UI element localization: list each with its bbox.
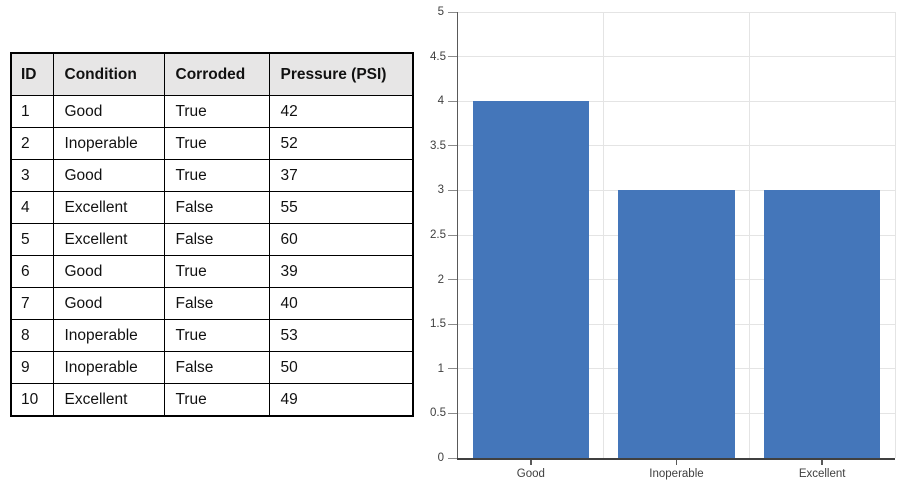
table-cell: 8 [10,319,54,352]
y-axis-tick [448,234,458,236]
table-cell: 52 [268,127,414,160]
y-axis-tick [448,100,458,102]
table-cell: True [163,255,270,288]
y-axis-tick-label: 0.5 [430,407,446,420]
table-cell: True [163,127,270,160]
horizontal-gridline [458,56,895,58]
table-row: 9 Inoperable False 50 [10,351,414,384]
table-cell: 3 [10,159,54,192]
table-cell: 2 [10,127,54,160]
table-row: 3 Good True 37 [10,159,414,192]
table-cell: 49 [268,383,414,417]
table-row: 8 Inoperable True 53 [10,319,414,352]
table-cell: 37 [268,159,414,192]
y-axis-tick-label: 0 [437,452,444,464]
horizontal-gridline [458,145,895,147]
table-cell: Good [52,287,165,320]
table-cell: 6 [10,255,54,288]
table-cell: 42 [268,95,414,128]
table-cell: 10 [10,383,54,417]
table-cell: Inoperable [52,319,165,352]
table-cell: Good [52,159,165,192]
table-row: 4 Excellent False 55 [10,191,414,224]
table-cell: Inoperable [52,127,165,160]
table-cell: 1 [10,95,54,128]
table-cell: Excellent [52,223,165,256]
table-cell: Excellent [52,191,165,224]
table-cell: True [163,383,270,417]
table-cell: 60 [268,223,414,256]
column-header-id: ID [10,52,54,96]
y-axis-tick [448,11,458,13]
table-row: 7 Good False 40 [10,287,414,320]
x-axis-tick [821,460,823,465]
table-cell: True [163,95,270,128]
table-cell: 53 [268,319,414,352]
table-cell: False [163,191,270,224]
y-axis-tick-label: 4 [437,95,444,108]
y-axis-tick-label: 3 [437,184,444,197]
y-axis-tick [448,368,458,370]
table-cell: 4 [10,191,54,224]
bar-inoperable [618,190,735,458]
y-axis-tick-label: 2.5 [430,229,446,241]
bar-excellent [763,190,881,458]
table-cell: True [163,159,270,192]
table-cell: Good [52,255,165,288]
vertical-gridline [603,12,605,458]
y-axis-tick [448,323,458,325]
table-cell: Good [52,95,165,128]
table-cell: True [163,319,270,352]
column-header-corroded: Corroded [163,52,270,96]
y-axis-tick [448,189,458,191]
table-row: 6 Good True 39 [10,255,414,288]
x-axis-tick [530,460,532,465]
pipe-data-table-container: ID Condition Corroded Pressure (PSI) 1 Good T… [10,52,414,417]
pipe-data-table: ID Condition Corroded Pressure (PSI) 1 Good T… [10,52,414,417]
column-header-pressure-psi: Pressure (PSI) [268,52,414,96]
table-cell: 50 [268,351,414,384]
horizontal-gridline [458,100,895,102]
table-cell: 39 [268,255,414,288]
y-axis-tick [448,145,458,147]
table-row: 2 Inoperable True 52 [10,127,414,160]
vertical-gridline [894,12,896,458]
y-axis-tick-label: 2 [437,273,444,286]
table-cell: 40 [268,287,414,320]
y-axis-tick-label: 1.5 [430,318,446,331]
x-axis-line [456,458,895,460]
y-axis-tick-label: 5 [437,6,444,18]
y-axis-tick [448,56,458,58]
y-axis-tick-label: 4.5 [430,50,446,63]
table-cell: False [163,223,270,256]
bar-good [472,101,590,458]
column-header-condition: Condition [52,52,165,96]
table-cell: 7 [10,287,54,320]
table-cell: False [163,287,270,320]
vertical-gridline [748,12,750,458]
table-row: 1 Good True 42 [10,95,414,128]
table-cell: 5 [10,223,54,256]
x-axis-category-label: Good [516,468,545,480]
table-cell: 55 [268,191,414,224]
table-cell: 9 [10,351,54,384]
x-axis-tick [675,460,678,465]
y-axis-tick-label: 1 [437,362,444,375]
y-axis-tick-label: 3.5 [430,139,446,152]
x-axis-category-label: Inoperable [649,468,704,480]
table-cell: Excellent [52,383,165,417]
table-header-row: ID Condition Corroded Pressure (PSI) [10,52,414,96]
table-row: 5 Excellent False 60 [10,223,414,256]
y-axis-line [456,12,458,458]
horizontal-gridline [458,11,895,13]
y-axis-tick [448,412,458,414]
y-axis-tick [448,279,458,281]
x-axis-category-label: Excellent [798,468,846,480]
table-cell: False [163,351,270,384]
table-cell: Inoperable [52,351,165,384]
table-row: 10 Excellent True 49 [10,383,414,417]
y-axis-tick [448,457,458,459]
condition-count-bar-chart: 0 0.5 1 1.5 2 2.5 3 3.5 4 4.5 5 Good Inoperable Excel… [430,0,904,487]
